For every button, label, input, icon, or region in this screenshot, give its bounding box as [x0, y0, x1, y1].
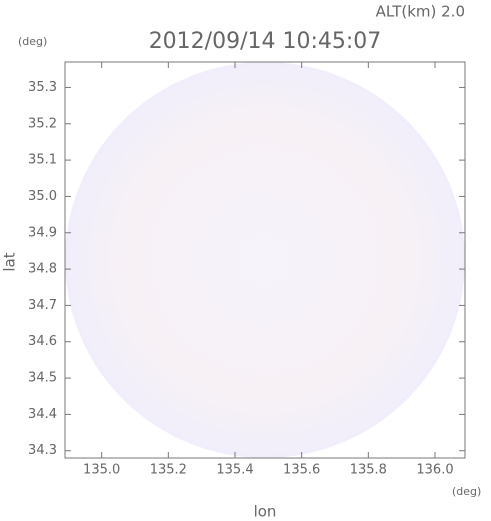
y-tick-label: 34.9	[28, 225, 57, 240]
y-axis-label: lat	[1, 252, 19, 271]
x-tick-label: 136.0	[416, 463, 453, 478]
y-tick-label: 34.4	[28, 407, 57, 422]
x-tick-label: 135.0	[83, 463, 120, 478]
x-axis-label: lon	[254, 503, 277, 521]
radar-coverage	[65, 62, 465, 458]
y-tick-label: 35.2	[28, 116, 57, 131]
subtitle: ALT(km) 2.0	[376, 3, 465, 21]
x-tick-label: 135.2	[150, 463, 187, 478]
chart-title: 2012/09/14 10:45:07	[149, 29, 382, 54]
plot-frame	[64, 61, 466, 459]
x-tick-label: 135.4	[216, 463, 253, 478]
x-tick-label: 135.6	[283, 463, 320, 478]
x-tick-label: 135.8	[350, 463, 387, 478]
y-unit: (deg)	[18, 35, 47, 48]
y-tick-label: 34.5	[28, 371, 57, 386]
y-tick-label: 35.1	[28, 153, 57, 168]
y-tick-label: 34.3	[28, 443, 57, 458]
y-tick-label: 35.3	[28, 80, 57, 95]
y-tick-label: 34.8	[28, 262, 57, 277]
y-tick-label: 34.6	[28, 334, 57, 349]
x-unit: (deg)	[452, 485, 481, 498]
y-tick-label: 34.7	[28, 298, 57, 313]
y-tick-label: 35.0	[28, 189, 57, 204]
